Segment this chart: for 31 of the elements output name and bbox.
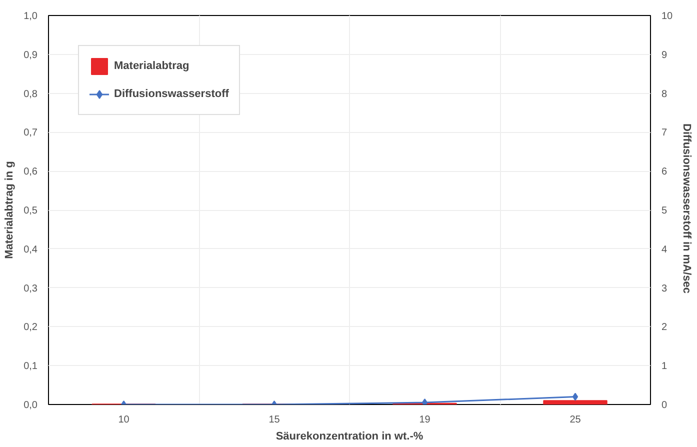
y-tick-label: 0,9 — [24, 50, 38, 61]
y-tick-label: 0,3 — [24, 283, 38, 294]
y-tick-label: 0,7 — [24, 128, 38, 139]
y-tick-label: 0,8 — [24, 88, 38, 100]
y-tick-label: 1,0 — [24, 11, 38, 22]
y2-tick-label: 10 — [662, 11, 674, 22]
x-tick-label: 25 — [570, 414, 582, 426]
y-tick-label: 0,6 — [24, 166, 38, 178]
y2-tick-label: 6 — [662, 166, 668, 178]
legend-label: Diffusionswasserstoff — [114, 88, 229, 100]
y-tick-label: 0,2 — [24, 322, 38, 334]
y2-tick-label: 5 — [662, 206, 668, 216]
y2-tick-label: 9 — [662, 50, 668, 61]
y-tick-label: 0,1 — [24, 361, 38, 372]
y2-tick-label: 7 — [662, 128, 668, 139]
y2-tick-label: 4 — [662, 244, 668, 256]
y-tick-label: 0,4 — [24, 244, 38, 256]
y2-tick-label: 3 — [662, 283, 668, 294]
legend-label: Materialabtrag — [114, 60, 190, 72]
x-tick-label: 10 — [118, 414, 130, 426]
y2-axis-title: Diffusionswasserstoff in mA/sec — [680, 124, 693, 294]
y2-tick-label: 8 — [662, 88, 668, 100]
x-tick-label: 19 — [419, 414, 431, 426]
y-axis-title: Materialabtrag in g — [4, 161, 16, 259]
y-tick-label: 0,5 — [24, 206, 38, 216]
x-axis-title: Säurekonzentration in wt.-% — [276, 430, 424, 442]
y2-tick-label: 1 — [662, 361, 668, 372]
y-tick-label: 0,0 — [24, 400, 38, 411]
x-tick-label: 15 — [268, 414, 280, 426]
y2-tick-label: 0 — [662, 400, 668, 411]
y2-tick-label: 2 — [662, 322, 668, 334]
